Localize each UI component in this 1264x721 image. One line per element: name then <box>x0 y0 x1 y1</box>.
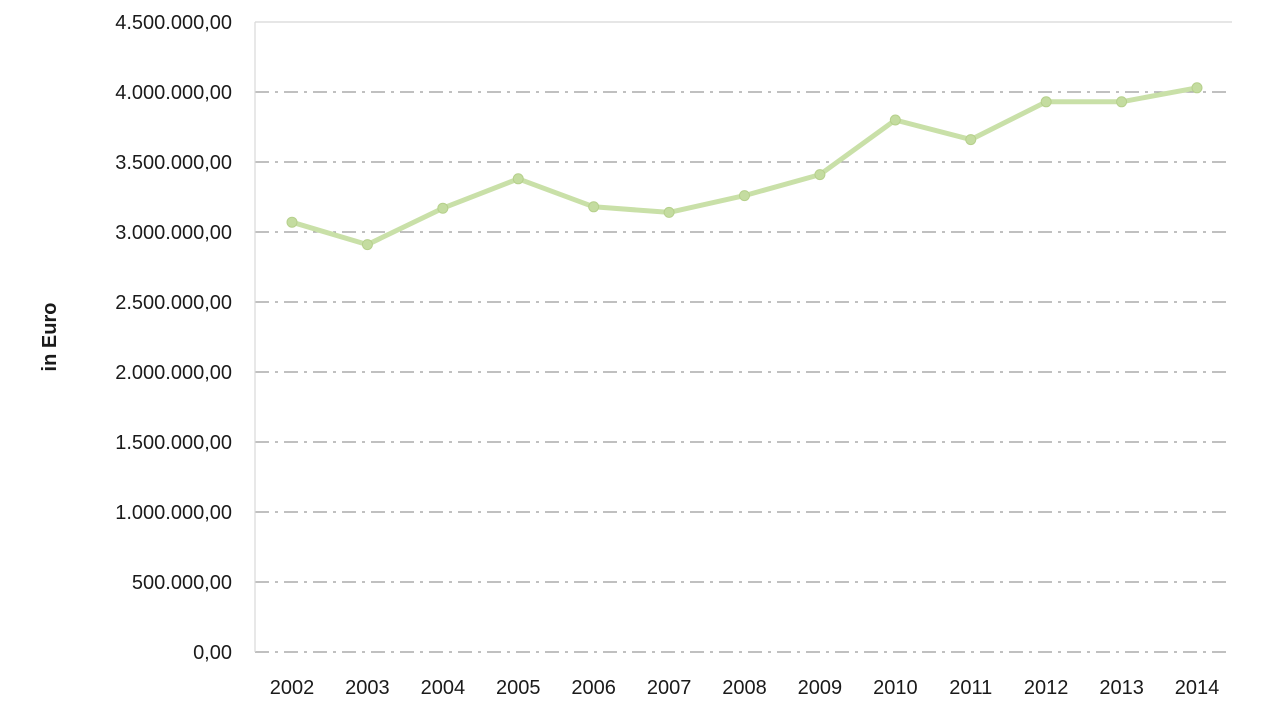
data-point <box>1191 82 1203 94</box>
x-tick-label: 2007 <box>647 677 692 699</box>
x-tick-label: 2006 <box>571 677 616 699</box>
gridlines <box>255 91 1232 653</box>
x-tick-label: 2009 <box>798 677 843 699</box>
data-point <box>588 201 600 213</box>
data-point <box>1040 96 1052 108</box>
x-tick-label: 2010 <box>873 677 918 699</box>
data-point <box>814 169 826 181</box>
y-tick-label: 1.000.000,00 <box>115 502 232 524</box>
x-tick-label: 2004 <box>421 677 466 699</box>
data-point <box>965 134 977 146</box>
y-tick-label: 2.500.000,00 <box>115 292 232 314</box>
x-tick-label: 2012 <box>1024 677 1069 699</box>
data-point <box>889 114 901 126</box>
y-tick-label: 4.500.000,00 <box>115 12 232 34</box>
plot-frame <box>254 21 1232 652</box>
y-axis-title: in Euro <box>39 303 61 372</box>
x-tick-label: 2005 <box>496 677 541 699</box>
y-tick-label: 3.500.000,00 <box>115 152 232 174</box>
x-tick-label: 2008 <box>722 677 767 699</box>
x-tick-label: 2011 <box>949 677 992 699</box>
y-tick-label: 500.000,00 <box>132 572 232 594</box>
data-point <box>437 202 449 214</box>
data-point <box>663 206 675 218</box>
x-tick-label: 2002 <box>270 677 315 699</box>
data-point <box>286 216 298 228</box>
series-line <box>289 85 1200 248</box>
data-point <box>1116 96 1128 108</box>
y-tick-label: 1.500.000,00 <box>115 432 232 454</box>
y-tick-label: 4.000.000,00 <box>115 82 232 104</box>
data-point <box>361 239 373 251</box>
series-line-group <box>286 82 1203 251</box>
x-axis-ticks: 2002 2003 2004 2005 2006 2007 2008 2009 2010 2011… <box>270 677 1220 699</box>
y-tick-label: 0,00 <box>193 642 232 664</box>
y-tick-label: 2.000.000,00 <box>115 362 232 384</box>
data-point <box>512 173 524 185</box>
data-point <box>739 190 750 202</box>
x-tick-label: 2013 <box>1099 677 1144 699</box>
x-tick-label: 2014 <box>1175 677 1220 699</box>
y-axis-ticks: 0,00 500.000,00 1.000.000,00 1.500.000,00 2.… <box>115 12 232 664</box>
y-tick-label: 3.000.000,00 <box>115 222 232 244</box>
x-tick-label: 2003 <box>345 677 390 699</box>
